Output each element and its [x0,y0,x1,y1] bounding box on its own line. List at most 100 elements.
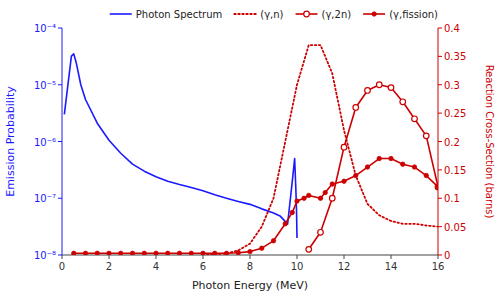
series-marker [353,105,359,111]
series-marker [142,251,146,255]
y-tick [58,84,62,85]
series-marker [365,88,371,94]
y2-tick [438,198,442,199]
y2-tick [438,169,442,170]
series-marker [329,195,335,201]
legend-item: (γ,n) [234,9,283,20]
y2-tick-label: 0.3 [444,80,460,91]
series [64,54,297,238]
series-marker [330,182,334,186]
series-marker [72,251,76,255]
series-marker [307,193,311,197]
series-marker [318,230,324,236]
series-marker [213,251,217,255]
x-tick [156,255,157,259]
y2-tick-label: 0.05 [444,222,466,233]
series-marker [107,251,111,255]
series [72,156,438,255]
series-marker [189,251,193,255]
x-tick [109,255,110,259]
series-marker [295,199,299,203]
series-marker [290,210,294,214]
series-marker [236,251,240,255]
legend: Photon Spectrum(γ,n)(γ,2n)(γ,fission) [110,9,438,20]
series-marker [306,247,312,253]
series-marker [365,165,369,169]
series-marker [95,251,99,255]
series-marker [342,179,346,183]
y-tick [58,198,62,199]
legend-swatch-marker [372,12,376,16]
y2-tick-label: 0.2 [444,137,460,148]
legend-label: (γ,2n) [322,9,352,20]
x-tick-label: 16 [432,261,445,272]
series-marker [412,116,418,122]
axes: 024681012141610⁻⁸10⁻⁷10⁻⁶10⁻⁵10⁻⁴00.050.… [34,23,466,272]
series-marker [341,144,347,150]
y-axis-label: Emission Probability [4,86,17,197]
series-marker [400,99,406,105]
series-marker [130,251,134,255]
series-marker [401,162,405,166]
x-tick [250,255,251,259]
x-tick-label: 0 [59,261,65,272]
series-marker [376,82,382,88]
series-marker [377,156,381,160]
y-tick-label: 10⁻⁶ [34,137,56,148]
y2-tick [438,141,442,142]
y2-tick-label: 0.1 [444,193,460,204]
legend-item: (γ,2n) [296,9,352,20]
series-marker [201,251,205,255]
series-marker [224,251,228,255]
series-marker [323,190,327,194]
x-tick-label: 10 [291,261,304,272]
series [306,82,438,252]
legend-swatch-marker [304,11,310,17]
series-marker [318,196,322,200]
series-marker [283,222,287,226]
y2-tick [438,56,442,57]
series-marker [177,251,181,255]
y2-tick [438,255,442,256]
y-tick-label: 10⁻⁴ [34,23,56,34]
series-marker [154,251,158,255]
legend-label: (γ,n) [260,9,283,20]
series-line [64,54,297,238]
series-marker [166,251,170,255]
series-marker [436,185,438,189]
series-marker [388,85,394,91]
x-tick-label: 2 [106,261,112,272]
x-tick-label: 12 [338,261,351,272]
legend-swatch [234,13,256,15]
series-marker [389,156,393,160]
series-marker [260,246,264,250]
series-line [74,159,438,254]
series-marker [424,173,428,177]
y2-tick-label: 0.25 [444,108,466,119]
series-marker [412,165,416,169]
chart: 024681012141610⁻⁸10⁻⁷10⁻⁶10⁻⁵10⁻⁴00.050.… [0,0,500,299]
series-marker [83,251,87,255]
x-tick [203,255,204,259]
y2-tick-label: 0.15 [444,165,466,176]
x-tick-label: 14 [385,261,398,272]
series-marker [248,249,252,253]
y-tick [58,255,62,256]
y2-tick [438,28,442,29]
legend-swatch [110,13,132,15]
y2-tick-label: 0.35 [444,51,466,62]
series-line [203,45,438,255]
series [203,45,438,255]
x-tick [344,255,345,259]
y2-tick-label: 0 [444,250,450,261]
series-line [309,85,438,250]
y-tick [58,141,62,142]
y-tick-label: 10⁻⁸ [34,250,56,261]
legend-item: (γ,fission) [363,9,438,20]
x-tick [62,255,63,259]
legend-label: (γ,fission) [389,9,438,20]
y-tick-label: 10⁻⁵ [34,80,56,91]
y2-tick-label: 0.4 [444,23,460,34]
series-marker [119,251,123,255]
x-tick-label: 6 [200,261,206,272]
